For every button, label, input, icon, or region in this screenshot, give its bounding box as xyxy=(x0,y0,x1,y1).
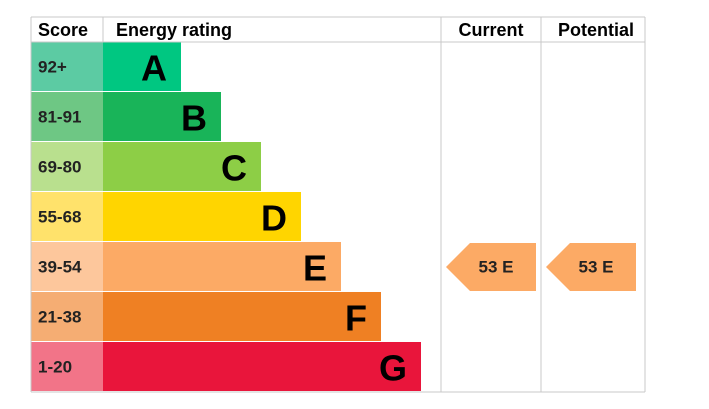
current-arrow xyxy=(446,243,536,291)
rating-bar xyxy=(103,42,181,91)
band-letter: B xyxy=(181,98,207,139)
score-label: 92+ xyxy=(38,58,67,77)
score-label: 81-91 xyxy=(38,108,81,127)
current-header: Current xyxy=(458,20,523,40)
score-cell xyxy=(31,242,103,291)
score-label: 69-80 xyxy=(38,158,81,177)
potential-arrow xyxy=(546,243,636,291)
score-cell xyxy=(31,192,103,241)
score-cell xyxy=(31,42,103,91)
header: Score Energy rating Current Potential xyxy=(38,20,634,40)
rating-bar xyxy=(103,142,261,191)
potential-label: 53 E xyxy=(579,258,614,277)
score-cell xyxy=(31,342,103,391)
score-label: 39-54 xyxy=(38,258,82,277)
rating-header: Energy rating xyxy=(116,20,232,40)
score-header: Score xyxy=(38,20,88,40)
band-letter: A xyxy=(141,48,167,89)
band-letter: F xyxy=(345,298,367,339)
band-letter: C xyxy=(221,148,247,189)
band-letter: G xyxy=(379,348,407,389)
rating-bar xyxy=(103,292,381,341)
rating-bar xyxy=(103,192,301,241)
score-label: 1-20 xyxy=(38,358,72,377)
rating-bar xyxy=(103,242,341,291)
score-label: 55-68 xyxy=(38,208,81,227)
band-letter: D xyxy=(261,198,287,239)
score-cell xyxy=(31,142,103,191)
score-cell xyxy=(31,92,103,141)
current-label: 53 E xyxy=(479,258,514,277)
band-letter: E xyxy=(303,248,327,289)
rating-bar xyxy=(103,92,221,141)
score-cell xyxy=(31,292,103,341)
potential-header: Potential xyxy=(558,20,634,40)
rating-bar xyxy=(103,342,421,391)
score-label: 21-38 xyxy=(38,308,81,327)
